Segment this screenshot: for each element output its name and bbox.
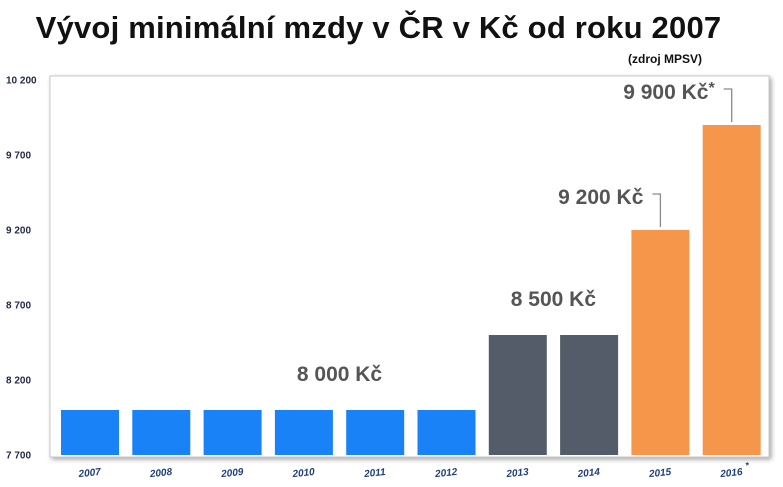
chart-title: Vývoj minimální mzdy v ČR v Kč od roku 2… bbox=[35, 10, 722, 45]
svg-text:2009: 2009 bbox=[220, 467, 245, 480]
data-label: 9 900 Kč* bbox=[623, 80, 733, 122]
svg-text:2015: 2015 bbox=[648, 467, 673, 480]
svg-text:9 900 Kč*: 9 900 Kč* bbox=[623, 80, 715, 104]
bar-2007 bbox=[61, 410, 119, 455]
y-tick-label: 9 200 bbox=[6, 226, 31, 237]
x-tick-label: 2010 bbox=[291, 467, 316, 480]
svg-text:2012: 2012 bbox=[434, 467, 459, 480]
svg-text:2008: 2008 bbox=[148, 467, 173, 480]
svg-text:8 500 Kč: 8 500 Kč bbox=[511, 288, 597, 311]
bar-2010 bbox=[274, 410, 333, 455]
y-tick-label: 8 200 bbox=[6, 376, 31, 387]
svg-text:9 200 Kč: 9 200 Kč bbox=[558, 186, 644, 209]
x-tick-label: 2013 bbox=[505, 467, 530, 480]
x-tick-label: 2012 bbox=[434, 467, 459, 480]
annotations: 8 000 Kč 8 500 Kč 9 200 Kč 9 900 Kč* bbox=[297, 80, 733, 386]
x-tick-label: 2014 bbox=[576, 467, 601, 480]
data-label: 9 200 Kč bbox=[558, 186, 662, 227]
y-tick-label: 9 700 bbox=[6, 151, 31, 162]
x-tick-label: 2011 bbox=[363, 467, 387, 480]
bars bbox=[61, 125, 761, 455]
bar-2013 bbox=[488, 335, 547, 455]
x-tick-label: 2009 bbox=[220, 467, 245, 480]
svg-text:2014: 2014 bbox=[576, 467, 601, 480]
x-tick-label: 2007 bbox=[77, 467, 102, 480]
bar-2009 bbox=[203, 410, 262, 455]
svg-text:8 000 Kč: 8 000 Kč bbox=[297, 363, 383, 386]
bar-2016 bbox=[702, 125, 761, 455]
data-label: 8 500 Kč bbox=[511, 288, 597, 311]
y-tick-label: 8 700 bbox=[6, 301, 31, 312]
svg-text:2013: 2013 bbox=[505, 467, 530, 480]
y-tick-label: 7 700 bbox=[6, 451, 31, 462]
svg-text:2010: 2010 bbox=[291, 467, 316, 480]
x-tick-label: 2016* bbox=[719, 460, 750, 480]
data-label: 8 000 Kč bbox=[297, 363, 383, 386]
x-tick-label: 2015 bbox=[648, 467, 673, 480]
bar-2008 bbox=[132, 410, 191, 455]
bar-2015 bbox=[631, 230, 690, 455]
x-axis: 2007 2008 2009 2010 2011 2012 2013 2014 2015 2016… bbox=[77, 460, 750, 480]
y-axis: 7 700 8 200 8 700 9 200 9 700 10 200 bbox=[6, 76, 37, 462]
svg-text:*: * bbox=[745, 460, 750, 470]
bar-2011 bbox=[346, 410, 405, 455]
bar-2014 bbox=[560, 335, 619, 455]
x-tick-label: 2008 bbox=[148, 467, 173, 480]
y-tick-label: 10 200 bbox=[6, 76, 37, 87]
svg-text:2011: 2011 bbox=[363, 467, 387, 480]
bar-2012 bbox=[417, 410, 476, 455]
svg-text:2016: 2016 bbox=[719, 467, 744, 480]
svg-text:2007: 2007 bbox=[77, 467, 102, 480]
chart-source: (zdroj MPSV) bbox=[628, 52, 702, 66]
